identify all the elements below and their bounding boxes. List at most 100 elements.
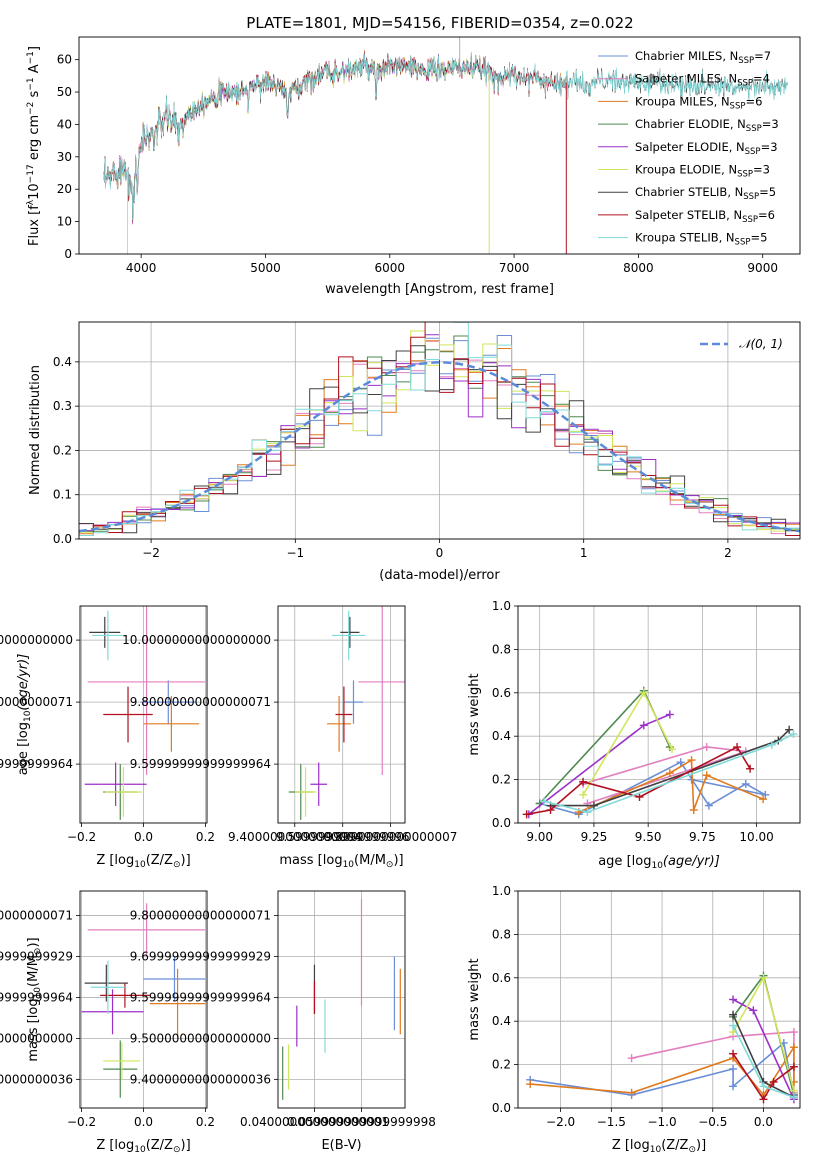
label-part: (Z/Z [146, 853, 173, 868]
y-tick-label: 0.4 [492, 729, 511, 743]
y-tick-label: 0.8 [492, 927, 511, 941]
plot-area [288, 606, 405, 820]
x-tick-label: −2 [142, 546, 160, 560]
legend-label: Salpeter ELODIE, NSSP=3 [635, 140, 778, 157]
label-part: ⊙ [173, 1145, 181, 1155]
label-part: Z [log [96, 853, 134, 868]
legend-label: Salpeter MILES, NSSP=4 [635, 72, 770, 89]
x-tick-label: 1 [580, 546, 588, 560]
label-part: ⊙ [33, 948, 43, 956]
x-tick-label: −1.5 [597, 1115, 626, 1129]
x-tick-label: −0.5 [698, 1115, 727, 1129]
legend-n: =4 [753, 72, 770, 86]
y-tick-label: 0.4 [53, 355, 72, 369]
legend-label: Kroupa STELIB, NSSP=5 [635, 231, 767, 248]
legend-text: Salpeter STELIB, N [635, 208, 742, 222]
legend-sub: SSP [735, 238, 751, 248]
x-tick-label: 0.040000000000000001 [240, 1115, 389, 1129]
x-tick-label: 0.2 [196, 1115, 215, 1129]
legend-sub: SSP [743, 192, 759, 202]
plot-area [282, 899, 401, 1100]
y-axis-label: mass [log10(M/M⊙)] [26, 937, 43, 1061]
residuals-panel: −2 −1 0 1 2 0.0 0.1 0.2 0.3 0.4 𝒩(0, 1) (data-model… [28, 321, 801, 583]
x-axis-label: age [log10(age/yr)] [598, 854, 720, 871]
legend-label: Kroupa ELODIE, NSSP=3 [635, 163, 770, 180]
weight-line [543, 733, 794, 813]
y-tick-label: 0.3 [53, 399, 72, 413]
label-part: (Z/Z [661, 1138, 688, 1153]
x-axis-label: Z [log10(Z/Z⊙)] [612, 1138, 706, 1155]
x-tick-label: 0.0 [134, 830, 153, 844]
spectrum-line [103, 51, 788, 221]
y-tick-label: 0.2 [492, 773, 511, 787]
y-tick-label: 9.40000000000000036 [0, 1072, 73, 1086]
y-tick-label: 9.50000000000000000 [130, 1031, 271, 1045]
legend-text: Chabrier MILES, N [635, 49, 738, 63]
label-part: (M/M [26, 955, 41, 987]
legend-label: Salpeter STELIB, NSSP=6 [635, 208, 775, 225]
x-tick-label: 9.00 [526, 830, 553, 844]
label-part: ⊙ [386, 860, 394, 870]
x-tick-label: 9.5999999999999996 [276, 830, 410, 844]
y-tick-label: 9.50000000000000000 [0, 1031, 73, 1045]
x-axis-label: E(B-V) [321, 1138, 361, 1153]
label-part: ⊙ [688, 1145, 696, 1155]
legend-n: =3 [762, 117, 779, 131]
axes-frame [277, 605, 406, 824]
plot-area [522, 686, 798, 819]
x-tick-label: −0.2 [67, 1115, 96, 1129]
y-tick-label: 50 [57, 85, 72, 99]
label-part: )] [26, 937, 41, 947]
y-tick-label: 20 [57, 182, 72, 196]
y-axis-label: Normed distribution [28, 365, 43, 495]
y-tick-label: 10.00000000000000000 [122, 633, 271, 647]
label-part: −2 [26, 102, 36, 115]
legend-sub: SSP [742, 215, 758, 225]
legend-n: =6 [758, 208, 775, 222]
y-tick-label: 10 [57, 215, 72, 229]
y-tick-label: 9.80000000000000071 [130, 909, 271, 923]
plot-area [79, 322, 800, 536]
legend-label: Chabrier ELODIE, NSSP=3 [635, 117, 779, 134]
y-tick-label: 0.2 [53, 443, 72, 457]
y-axis-label: mass weight [467, 958, 482, 1040]
x-tick-label: −0.2 [67, 830, 96, 844]
label-part: 10 [134, 860, 146, 870]
x-tick-label: 5000 [250, 261, 281, 275]
y-tick-label: 9.59999999999999964 [130, 757, 271, 771]
weight-line [530, 1041, 795, 1096]
label-part: (M/M [354, 853, 386, 868]
y-tick-label: 60 [57, 53, 72, 67]
axes-frame [277, 890, 406, 1109]
y-tick-label: 10.00000000000000000 [0, 633, 73, 647]
legend-text: Salpeter MILES, N [635, 72, 737, 86]
weight-line [578, 758, 764, 813]
y-tick-label: 9.69999999999999929 [130, 950, 271, 964]
weight-line [732, 1053, 795, 1101]
y-tick-label: 0.0 [53, 532, 72, 546]
age-vs-mass-panel: 9.40000000000000049.59999999999999969.80… [122, 605, 457, 870]
label-part: 10 [33, 987, 43, 999]
y-tick-label: 1.0 [492, 884, 511, 898]
label-part: )] [181, 853, 191, 868]
plot-area [81, 903, 206, 1098]
y-tick-label: 30 [57, 150, 72, 164]
y-tick-label: 9.59999999999999964 [0, 990, 73, 1004]
legend-n: =6 [745, 94, 762, 108]
y-tick-label: 0.4 [492, 1014, 511, 1028]
legend-label: Kroupa MILES, NSSP=6 [635, 94, 762, 111]
label-part: )] [181, 1138, 191, 1153]
label-part: −17 [26, 164, 36, 183]
figure-title: PLATE=1801, MJD=54156, FIBERID=0354, z=0… [246, 14, 633, 32]
label-part: (Z/Z [146, 1138, 173, 1153]
plot-area [84, 606, 206, 820]
y-tick-label: 9.80000000000000071 [0, 909, 73, 923]
y-tick-label: 40 [57, 117, 72, 131]
x-tick-label: 0.2 [196, 830, 215, 844]
legend-sub: SSP [730, 101, 746, 111]
legend-text: Chabrier ELODIE, N [635, 117, 746, 131]
axes-frame [517, 890, 801, 1109]
axes-frame [78, 36, 801, 255]
axes-frame [79, 890, 208, 1109]
age-vs-Z-panel: −0.2 0.0 0.2 9.59999999999999964 9.800000000… [0, 605, 215, 870]
